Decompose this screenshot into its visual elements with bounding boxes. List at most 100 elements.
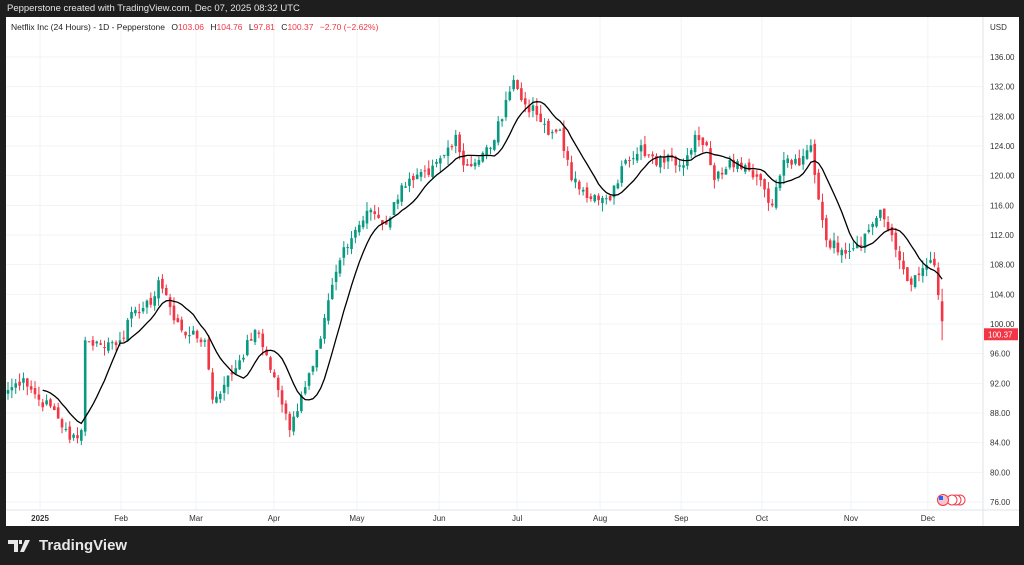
candle-body	[307, 373, 311, 386]
candle-body	[585, 187, 589, 199]
candle-body	[794, 158, 797, 164]
candle-body	[122, 337, 126, 339]
time-axis: 2025 Feb Mar Apr May Jun Jul Aug Sep Oct Nov Dec	[31, 514, 935, 523]
candle-body	[763, 179, 766, 190]
candle-body	[724, 169, 728, 175]
candle-body	[689, 150, 693, 155]
events-flag-icon[interactable]	[937, 494, 966, 506]
candle-body	[222, 384, 226, 393]
price-tick-label: 92.00	[990, 379, 1011, 388]
candle-body	[844, 249, 847, 254]
candle-body	[867, 229, 871, 232]
candle-body	[674, 157, 678, 166]
candle-body	[516, 80, 519, 89]
candle-body	[848, 250, 851, 252]
candle-body	[581, 189, 585, 192]
candle-body	[902, 260, 905, 270]
candle-body	[56, 407, 60, 419]
open-label: O	[171, 22, 179, 32]
candle-body	[909, 278, 913, 285]
candle-body	[334, 271, 338, 283]
candle-body	[191, 330, 195, 335]
candle-body	[330, 284, 334, 300]
candle-body	[381, 220, 384, 224]
candle-body	[64, 428, 68, 430]
candle-body	[130, 311, 133, 319]
price-tick-label: 136.00	[990, 53, 1015, 62]
candle-body	[732, 159, 735, 168]
candle-body	[701, 137, 705, 146]
candle-body	[500, 119, 504, 122]
candle-body	[269, 357, 272, 370]
candle-body	[535, 105, 539, 115]
candle-body	[188, 335, 191, 337]
candle-body	[929, 260, 932, 263]
time-tick-label: Sep	[674, 514, 689, 523]
candle-body	[338, 260, 342, 274]
candle-body	[720, 172, 724, 175]
high-label: H	[210, 22, 217, 32]
time-tick-label: Apr	[268, 514, 281, 523]
candle-body	[33, 388, 37, 395]
candle-body	[41, 402, 45, 408]
candle-body	[570, 162, 573, 181]
candle-body	[153, 296, 156, 306]
candle-body	[365, 210, 369, 224]
candle-body	[651, 154, 654, 157]
candle-body	[87, 341, 91, 343]
candle-body	[149, 297, 153, 305]
candle-body	[446, 147, 450, 157]
candle-body	[427, 168, 431, 175]
candle-body	[906, 267, 909, 282]
candle-body	[99, 343, 102, 345]
last-price-label: 100.37	[988, 330, 1013, 339]
candle-body	[346, 247, 349, 249]
candle-body	[141, 307, 145, 312]
candle-body	[662, 156, 666, 163]
tradingview-logo-icon	[8, 539, 30, 552]
candle-body	[234, 368, 238, 374]
candle-body	[292, 416, 295, 432]
candle-body	[195, 330, 199, 339]
price-tick-label: 132.00	[990, 83, 1015, 92]
candle-body	[852, 248, 855, 250]
candle-body	[103, 346, 106, 348]
currency-label: USD	[990, 23, 1007, 32]
time-tick-label: Jul	[512, 514, 522, 523]
candle-body	[678, 165, 681, 167]
candle-body	[778, 175, 782, 189]
candle-body	[913, 275, 917, 288]
time-tick-label: Nov	[844, 514, 858, 523]
candle-body	[882, 208, 886, 220]
candle-body	[493, 140, 496, 150]
candle-body	[558, 129, 562, 131]
candle-body	[253, 329, 257, 343]
candle-body	[655, 155, 658, 166]
candle-body	[180, 319, 183, 331]
candle-body	[531, 105, 535, 111]
candle-body	[238, 360, 241, 370]
candle-body	[435, 161, 438, 164]
candle-body	[49, 399, 52, 407]
candle-body	[855, 244, 859, 249]
candle-body	[273, 372, 276, 378]
chart-panel[interactable]	[6, 17, 1019, 526]
candle-body	[550, 132, 554, 134]
candle-body	[473, 162, 477, 167]
candle-body	[246, 340, 249, 356]
candle-body	[747, 162, 751, 171]
candle-body	[554, 129, 558, 132]
candle-body	[624, 160, 627, 164]
candle-body	[863, 233, 867, 248]
candle-body	[809, 145, 813, 152]
candle-body	[60, 419, 64, 428]
candle-body	[412, 176, 415, 181]
candle-body	[458, 134, 461, 153]
candle-body	[68, 426, 72, 440]
change-value: −2.70 (−2.62%)	[319, 22, 379, 32]
candle-body	[469, 163, 473, 167]
candle-body	[145, 300, 149, 308]
candle-body	[593, 195, 597, 202]
candle-body	[798, 158, 801, 166]
